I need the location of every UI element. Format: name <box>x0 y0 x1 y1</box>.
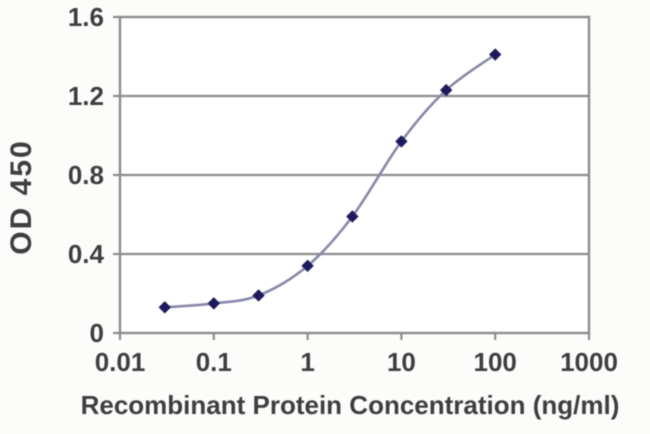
data-point-marker <box>252 289 265 302</box>
x-tick-label: 10 <box>387 347 416 377</box>
x-tick-label: 0.1 <box>196 347 232 377</box>
y-tick-label: 1.2 <box>68 81 104 111</box>
data-point-marker <box>488 48 502 61</box>
x-tick-label: 1 <box>300 347 314 377</box>
data-point-marker <box>439 83 453 97</box>
y-tick-label: 0 <box>90 318 104 348</box>
x-tick-label: 0.01 <box>95 347 146 377</box>
y-tick-label: 1.6 <box>68 2 104 32</box>
data-point-marker <box>158 301 171 314</box>
data-point-marker <box>207 297 221 310</box>
y-tick-label: 0.8 <box>68 160 104 190</box>
y-tick-label: 0.4 <box>68 239 105 269</box>
data-point-marker <box>346 210 359 223</box>
x-tick-label: 100 <box>474 347 517 377</box>
x-axis-title: Recombinant Protein Concentration (ng/ml… <box>80 390 620 420</box>
data-point-marker <box>395 135 408 148</box>
y-axis-title: OD 450 <box>5 139 38 255</box>
x-tick-label: 1000 <box>560 347 618 377</box>
series-line <box>164 53 496 309</box>
data-point-marker <box>301 259 314 273</box>
